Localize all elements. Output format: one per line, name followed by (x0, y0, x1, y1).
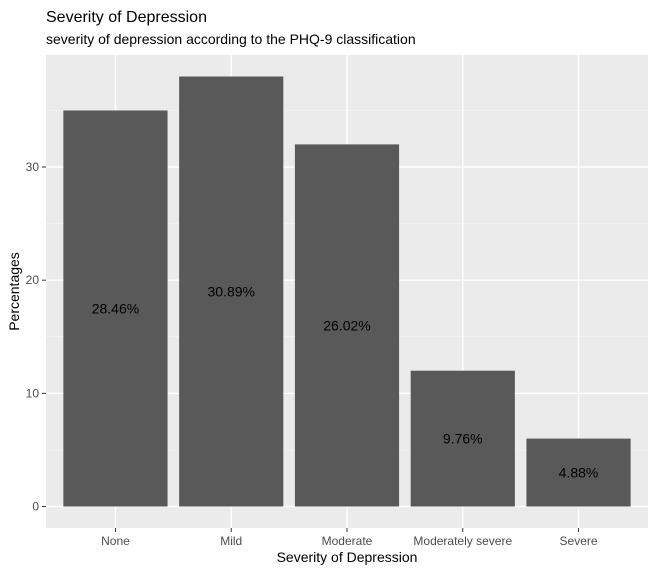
y-axis-ticks: 0 10 20 30 (26, 160, 46, 514)
data-label: 28.46% (92, 300, 139, 316)
data-label: 4.88% (559, 465, 599, 481)
bar (526, 438, 631, 507)
chart-title: Severity of Depression (46, 9, 207, 26)
x-axis-ticks: None Mild Moderate Moderately severe Severe (101, 528, 598, 548)
y-tick-label: 20 (26, 273, 40, 287)
x-tick-label: Mild (220, 534, 242, 548)
y-tick-label: 30 (26, 160, 40, 174)
data-label: 9.76% (443, 431, 483, 447)
bars (63, 76, 631, 507)
x-tick-label: None (101, 534, 130, 548)
data-label: 26.02% (323, 317, 370, 333)
y-axis-title: Percentages (6, 252, 22, 331)
chart-subtitle: severity of depression according to the … (46, 31, 416, 47)
x-tick-label: Moderately severe (413, 534, 512, 548)
y-tick-label: 10 (26, 386, 40, 400)
bar (63, 110, 168, 507)
x-axis-title: Severity of Depression (277, 549, 418, 565)
bar (294, 144, 400, 507)
x-tick-label: Moderate (322, 534, 373, 548)
x-tick-label: Severe (560, 534, 598, 548)
bar (410, 370, 515, 507)
bar (179, 76, 284, 507)
data-label: 30.89% (207, 284, 254, 300)
data-labels: 28.46% 30.89% 26.02% 9.76% 4.88% (92, 284, 599, 481)
y-tick-label: 0 (32, 500, 39, 514)
